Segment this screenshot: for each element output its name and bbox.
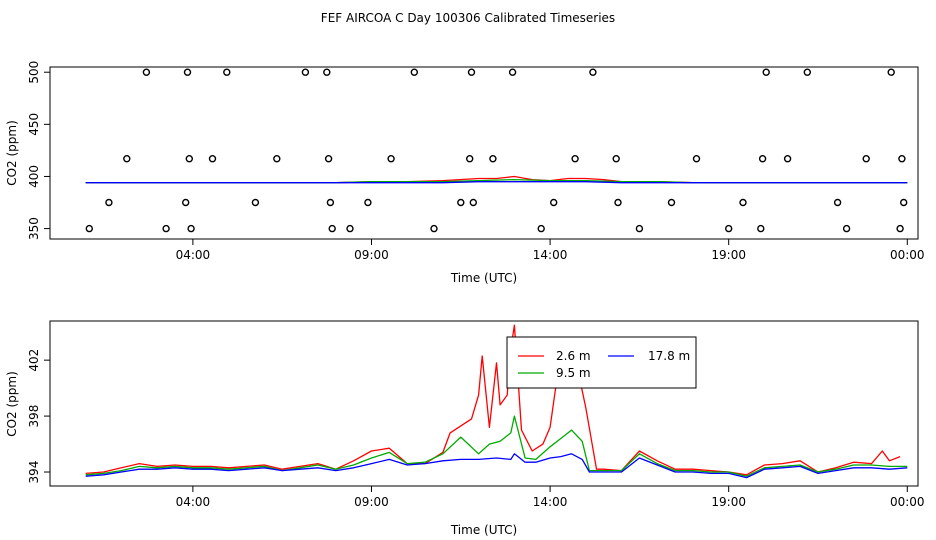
- top-calibration-point: [571, 154, 579, 163]
- top-y-axis: 350 400 450 500: [27, 61, 50, 240]
- top-y-tick-label: 450: [27, 113, 41, 136]
- bottom-series-line-2-6-m: [85, 324, 901, 476]
- top-calibration-point: [833, 198, 842, 207]
- top-calibration-point: [457, 198, 465, 207]
- top-calibration-point: [187, 224, 195, 233]
- top-calibration-point: [323, 68, 331, 76]
- top-calibration-point: [326, 198, 335, 207]
- top-x-tick-label: 19:00: [711, 248, 746, 262]
- top-calibration-point: [183, 68, 192, 76]
- top-calibration-point: [181, 198, 190, 207]
- top-calibration-point: [667, 198, 676, 207]
- top-calibration-point: [162, 224, 170, 233]
- figure-title: FEF AIRCOA C Day 100306 Calibrated Times…: [321, 11, 615, 25]
- bottom-x-tick-label: 04:00: [176, 495, 211, 509]
- top-calibration-point: [692, 154, 701, 163]
- top-calibration-point: [410, 68, 418, 76]
- top-calibration-point: [635, 224, 644, 233]
- bottom-x-tick-label: 00:00: [890, 495, 925, 509]
- bottom-x-axis-label: Time (UTC): [450, 523, 517, 537]
- top-calibration-point: [185, 154, 194, 163]
- top-calibration-point: [387, 154, 395, 163]
- top-y-tick-label: 400: [27, 165, 41, 188]
- top-calibration-point: [208, 154, 217, 163]
- top-calibration-point: [469, 198, 477, 207]
- bottom-x-tick-label: 09:00: [354, 495, 389, 509]
- top-calibration-point: [346, 224, 354, 233]
- top-calibration-point: [508, 68, 517, 76]
- legend-label-2-6m: 2.6 m: [556, 349, 591, 363]
- top-calibration-point: [223, 68, 231, 76]
- bottom-x-tick-label: 19:00: [711, 495, 746, 509]
- top-series-line-17-8-m: [85, 181, 908, 184]
- top-calibration-point: [364, 198, 372, 207]
- top-calibration-point: [896, 224, 904, 233]
- top-calibration-point: [887, 68, 895, 76]
- top-y-tick-label: 350: [27, 217, 41, 240]
- top-calibration-point: [725, 224, 733, 233]
- bottom-y-tick-label: 402: [27, 349, 41, 372]
- top-calibration-point: [762, 68, 770, 76]
- bottom-x-tick-label: 14:00: [533, 495, 568, 509]
- top-y-tick-label: 500: [27, 61, 41, 84]
- legend-label-17-8m: 17.8 m: [648, 349, 690, 363]
- top-calibration-point: [467, 68, 476, 76]
- bottom-series-line-17-8-m: [85, 453, 908, 479]
- top-x-tick-label: 09:00: [354, 248, 389, 262]
- top-plot-frame: [49, 66, 919, 240]
- bottom-y-tick-label: 394: [27, 461, 41, 484]
- bottom-y-tick-label: 398: [27, 405, 41, 428]
- bottom-series-lines: [85, 324, 908, 479]
- top-x-axis: 04:00 09:00 14:00 19:00 00:00: [176, 239, 925, 262]
- bottom-y-axis-label: CO2 (ppm): [5, 371, 19, 437]
- top-calibration-point: [739, 198, 747, 207]
- top-calibration-point: [550, 198, 558, 207]
- top-calibration-point: [273, 154, 281, 163]
- top-calibration-point: [105, 198, 113, 207]
- top-calibration-point: [757, 224, 765, 233]
- top-calibration-point: [614, 198, 622, 207]
- top-calibration-point: [803, 68, 811, 76]
- top-calibration-points: [85, 68, 908, 233]
- top-x-tick-label: 00:00: [890, 248, 925, 262]
- top-calibration-point: [842, 224, 851, 233]
- legend-box: [506, 336, 697, 389]
- top-calibration-point: [612, 154, 620, 163]
- top-calibration-point: [142, 68, 151, 76]
- top-calibration-point: [85, 224, 94, 233]
- top-x-tick-label: 04:00: [176, 248, 211, 262]
- bottom-y-axis: 394 398 402: [27, 349, 50, 484]
- top-calibration-point: [758, 154, 767, 163]
- top-series-lines: [85, 175, 908, 184]
- top-calibration-point: [898, 154, 906, 163]
- top-calibration-point: [324, 154, 333, 163]
- top-calibration-point: [537, 224, 545, 233]
- bottom-panel: 394 398 402 04:00 09:00 14:00 19:00 00:00 Time…: [5, 320, 925, 537]
- top-calibration-point: [251, 198, 260, 207]
- top-panel: 350 400 450 500 04:00 09:00 14:00 19:00 00:00 T…: [5, 61, 925, 285]
- top-y-axis-label: CO2 (ppm): [5, 120, 19, 186]
- legend-label-9-5m: 9.5 m: [556, 366, 591, 380]
- top-calibration-point: [123, 154, 131, 163]
- top-calibration-point: [589, 68, 597, 76]
- top-calibration-point: [489, 154, 497, 163]
- top-calibration-point: [783, 154, 792, 163]
- top-calibration-point: [900, 198, 908, 207]
- top-calibration-point: [328, 224, 336, 233]
- bottom-plot-frame: [49, 320, 919, 487]
- top-calibration-point: [862, 154, 870, 163]
- top-calibration-point: [301, 68, 310, 76]
- top-x-axis-label: Time (UTC): [450, 271, 517, 285]
- top-calibration-point: [466, 154, 474, 163]
- top-x-tick-label: 14:00: [533, 248, 568, 262]
- legend: 2.6 m 9.5 m 17.8 m: [506, 336, 697, 389]
- top-calibration-point: [430, 224, 438, 233]
- bottom-x-axis: 04:00 09:00 14:00 19:00 00:00: [176, 486, 925, 509]
- bottom-series-line-9-5-m: [85, 415, 908, 477]
